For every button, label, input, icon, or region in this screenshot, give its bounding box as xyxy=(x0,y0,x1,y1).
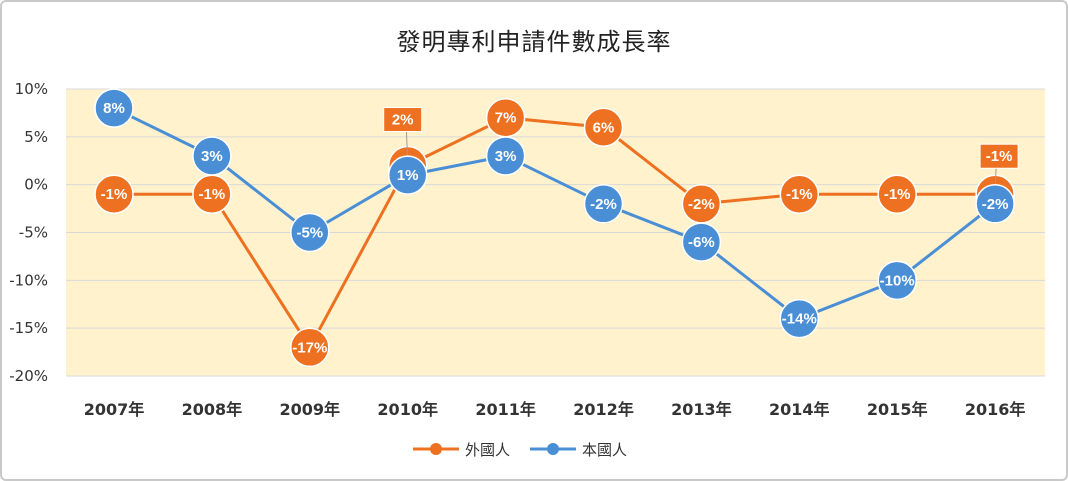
foreign-data-label: -1% xyxy=(101,186,128,203)
foreign-data-label: -1% xyxy=(199,186,226,203)
y-tick-label: 10% xyxy=(15,80,48,98)
x-tick-label: 2009年 xyxy=(280,400,341,419)
x-tick-label: 2016年 xyxy=(965,400,1026,419)
domestic-data-label: -6% xyxy=(688,234,715,251)
foreign-series-line xyxy=(114,116,996,349)
foreign-data-label: -2% xyxy=(688,196,715,213)
domestic-data-label: -2% xyxy=(590,196,617,213)
y-tick-label: -10% xyxy=(9,271,48,289)
domestic-data-label: -2% xyxy=(982,196,1009,213)
x-tick-label: 2012年 xyxy=(573,400,634,419)
x-tick-label: 2007年 xyxy=(84,400,145,419)
y-tick-label: 0% xyxy=(24,176,48,194)
foreign-label-box xyxy=(979,143,1019,169)
domestic-point xyxy=(877,260,917,301)
foreign-data-label: 6% xyxy=(593,119,615,136)
y-tick-label: -15% xyxy=(9,319,48,337)
domestic-data-label: 8% xyxy=(103,100,125,117)
legend-marker-foreign xyxy=(430,443,442,455)
domestic-point xyxy=(779,298,820,339)
foreign-point xyxy=(94,174,134,214)
x-tick-label: 2011年 xyxy=(475,400,536,419)
legend-label-domestic: 本國人 xyxy=(582,441,627,459)
foreign-data-label: 7% xyxy=(495,110,517,127)
x-tick-label: 2014年 xyxy=(769,400,830,419)
domestic-point xyxy=(94,88,134,128)
foreign-data-label: -1% xyxy=(786,186,813,203)
y-axis-ticks: 10% 5% 0% -5% -10% -15% -20% xyxy=(9,80,48,385)
domestic-point xyxy=(192,136,232,176)
y-tick-label: -5% xyxy=(19,224,48,242)
foreign-data-label: -1% xyxy=(884,186,911,203)
x-tick-label: 2008年 xyxy=(182,400,243,419)
x-tick-label: 2013年 xyxy=(671,400,732,419)
foreign-data-label: -1% xyxy=(986,148,1013,165)
foreign-point xyxy=(290,327,330,368)
domestic-point xyxy=(290,212,330,253)
chart-title: 發明專利申請件數成長率 xyxy=(396,28,672,56)
y-tick-label: 5% xyxy=(24,128,48,146)
foreign-data-label: -17% xyxy=(292,339,327,356)
foreign-data-label: 2% xyxy=(392,112,414,129)
domestic-data-label: 3% xyxy=(201,148,223,165)
domestic-point xyxy=(975,184,1015,224)
domestic-point xyxy=(681,222,722,262)
legend-marker-domestic xyxy=(547,443,559,455)
foreign-point xyxy=(877,174,917,214)
foreign-point xyxy=(779,174,820,214)
legend: 外國人 本國人 xyxy=(413,441,627,459)
domestic-data-label: -5% xyxy=(296,225,323,242)
x-tick-label: 2010年 xyxy=(377,400,438,419)
domestic-data-label: -14% xyxy=(782,311,817,328)
domestic-data-label: 1% xyxy=(397,167,419,184)
foreign-point xyxy=(583,107,624,148)
domestic-point xyxy=(485,136,526,176)
y-tick-label: -20% xyxy=(9,367,48,385)
legend-label-foreign: 外國人 xyxy=(465,441,510,459)
x-axis-ticks: 2007年 2008年 2009年 2010年 2011年 2012年 2013年 2014年… xyxy=(84,400,1026,419)
x-tick-label: 2015年 xyxy=(867,400,928,419)
domestic-point xyxy=(387,155,428,195)
domestic-data-label: -10% xyxy=(880,272,915,289)
domestic-series-line xyxy=(113,106,997,321)
domestic-point xyxy=(583,184,624,224)
series-layer: -1% -1% -17% 2% 7% 6% -2% -1% -1% -1% 8% 3% -5% 1% 3% -… xyxy=(94,88,1019,368)
domestic-data-label: 3% xyxy=(495,148,517,165)
foreign-label-box xyxy=(383,107,423,133)
